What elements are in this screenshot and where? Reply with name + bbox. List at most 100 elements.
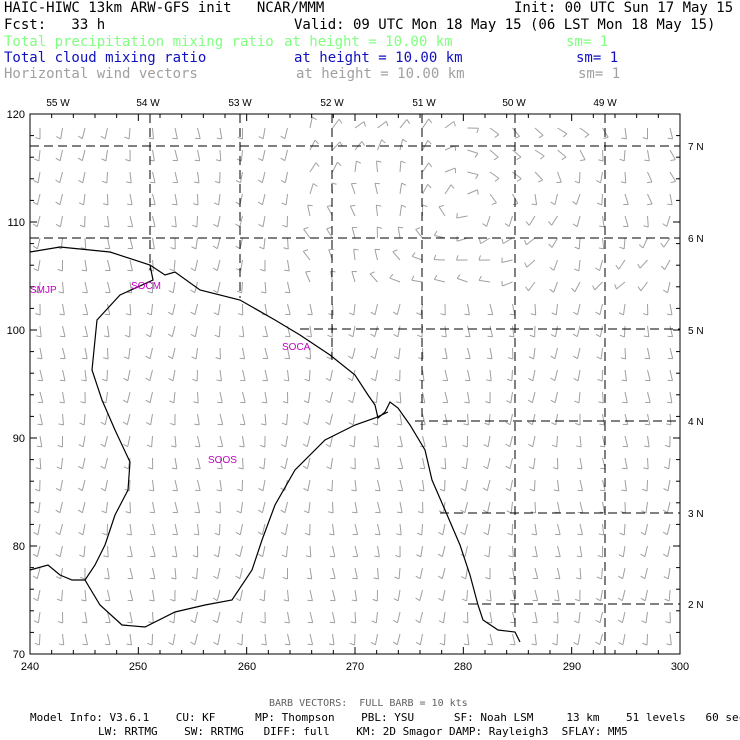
wind-barb <box>556 171 562 184</box>
wind-barb <box>127 567 134 580</box>
wind-barb <box>669 149 676 162</box>
wind-barb <box>236 611 243 624</box>
wind-barb <box>619 149 626 162</box>
x-axis-tick-labels: 240 250 260 270 280 290 300 <box>21 661 689 673</box>
wind-barb <box>415 633 423 646</box>
wind-barb <box>531 523 538 536</box>
wind-barb <box>506 501 513 514</box>
wind-barb <box>376 226 383 239</box>
wind-barb <box>258 545 266 558</box>
wind-barb <box>619 237 626 250</box>
wind-barb <box>487 347 493 360</box>
wind-barb <box>642 479 648 492</box>
wind-barb <box>257 171 266 184</box>
wind-barb <box>171 215 177 228</box>
wind-barb <box>555 545 561 558</box>
wind-barb <box>576 457 583 470</box>
wind-barb <box>487 303 494 316</box>
field-cloud-sm: sm= 1 <box>576 50 619 66</box>
wind-barb <box>169 611 176 624</box>
lat-lon-gridlines <box>30 114 680 654</box>
wind-barb <box>512 171 522 182</box>
wind-barb <box>419 457 426 470</box>
wind-barb <box>572 303 581 316</box>
wind-barb <box>372 589 378 602</box>
wind-barb <box>660 259 671 270</box>
wind-barb <box>420 413 426 426</box>
wind-barb <box>191 589 198 602</box>
wind-barb <box>190 633 198 646</box>
wind-barb <box>621 127 627 140</box>
wind-barb <box>172 149 179 162</box>
wind-barb <box>596 347 603 360</box>
wind-barb <box>79 545 86 558</box>
wind-barb <box>127 237 134 250</box>
wind-barb <box>194 149 201 162</box>
wind-barb <box>172 171 179 184</box>
wind-barb <box>81 369 87 382</box>
wind-barb <box>620 501 626 514</box>
wind-barb <box>349 204 356 217</box>
wind-barb <box>399 119 411 129</box>
wind-barb <box>304 523 311 536</box>
wind-barb <box>618 633 626 646</box>
wind-barb <box>622 435 629 448</box>
wind-barb <box>193 523 200 536</box>
wind-barb <box>191 347 198 360</box>
wind-barb <box>415 227 423 239</box>
wind-barb <box>258 567 266 580</box>
wind-barb <box>553 611 559 624</box>
wind-barb <box>572 193 581 205</box>
wind-barb <box>645 391 651 404</box>
field-precip-height: at height = 10.00 km <box>284 34 453 50</box>
wind-barb <box>550 369 558 382</box>
wind-barb <box>59 369 66 382</box>
wind-barb <box>195 479 201 492</box>
wind-barb <box>549 259 558 271</box>
barb-note: BARB VECTORS: FULL BARB = 10 kts <box>269 698 468 709</box>
wind-barb <box>640 545 648 558</box>
wind-barb <box>643 457 649 470</box>
wind-barb <box>510 633 516 646</box>
model-info-line2: LW: RRTMG SW: RRTMG DIFF: full KM: 2D Sm… <box>98 725 628 738</box>
wind-barb <box>354 121 366 129</box>
wind-barb <box>82 325 89 338</box>
wind-barb <box>394 369 401 382</box>
wind-barb <box>531 633 537 646</box>
wind-barb <box>375 204 382 217</box>
wind-barb <box>482 501 491 514</box>
wind-barb <box>236 501 243 514</box>
wind-barb <box>237 633 243 646</box>
wind-barb <box>77 479 86 492</box>
lon-label: 50 W <box>502 98 526 109</box>
wind-barb <box>212 611 221 624</box>
wind-barb <box>532 589 539 602</box>
wind-barb <box>662 215 671 227</box>
wind-barb <box>172 193 178 206</box>
wind-barb <box>599 435 606 448</box>
wind-barb <box>397 479 404 492</box>
wind-barb <box>505 435 513 448</box>
wind-barb <box>33 611 41 624</box>
wind-barb <box>34 633 41 646</box>
wind-barb <box>663 281 671 294</box>
wind-barb <box>595 611 603 624</box>
wind-barb <box>284 347 291 360</box>
wind-barb <box>236 149 243 162</box>
wind-barb <box>325 435 333 448</box>
wind-barb <box>373 435 380 448</box>
lon-label: 53 W <box>228 98 252 109</box>
x-tick-label: 250 <box>129 661 147 673</box>
wind-barb <box>370 347 378 360</box>
wind-barb <box>35 128 41 140</box>
wind-barb <box>572 215 581 228</box>
coastline-and-borders <box>29 246 521 643</box>
wind-barb <box>422 183 432 195</box>
field-cloud-height: at height = 10.00 km <box>294 50 463 66</box>
wind-barb <box>486 369 492 382</box>
wind-barb <box>105 611 111 624</box>
forecast-hour: Fcst: 33 h <box>4 17 106 33</box>
wind-barb <box>124 127 131 140</box>
wind-barb <box>596 193 603 206</box>
wind-barb <box>487 633 494 646</box>
